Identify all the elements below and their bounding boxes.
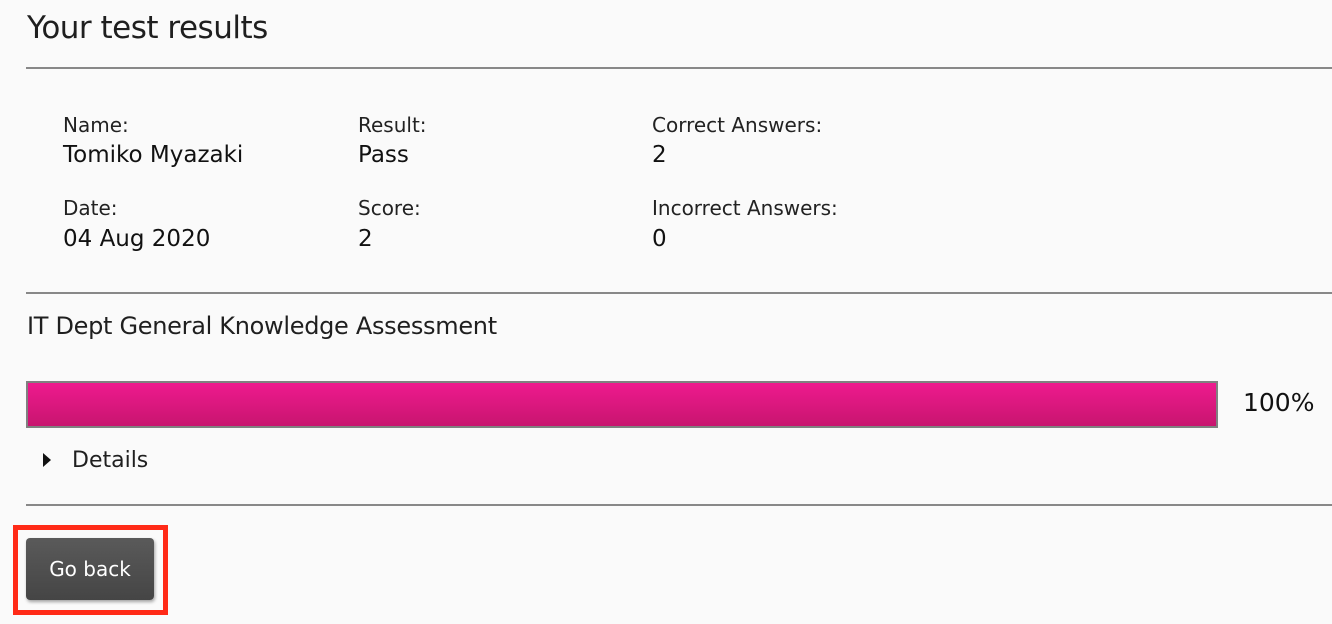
go-back-button[interactable]: Go back: [26, 538, 154, 600]
name-value: Tomiko Myazaki: [63, 142, 244, 168]
incorrect-answers-label: Incorrect Answers:: [652, 196, 838, 220]
result-label: Result:: [358, 113, 427, 137]
assessment-title: IT Dept General Knowledge Assessment: [27, 312, 497, 340]
correct-answers-value: 2: [652, 142, 667, 168]
page-title: Your test results: [27, 10, 268, 46]
progress-percent: 100%: [1243, 388, 1315, 417]
date-label: Date:: [63, 196, 118, 220]
highlight-box: [13, 525, 168, 615]
divider: [26, 292, 1332, 294]
result-value: Pass: [358, 142, 409, 168]
score-value: 2: [358, 226, 373, 252]
score-label: Score:: [358, 196, 421, 220]
divider: [26, 504, 1332, 506]
progress-track: [26, 381, 1218, 428]
incorrect-answers-value: 0: [652, 226, 667, 252]
details-toggle[interactable]: Details: [72, 448, 149, 473]
name-label: Name:: [63, 113, 129, 137]
progress-bar-fill: [26, 381, 1218, 428]
divider: [26, 67, 1332, 69]
date-value: 04 Aug 2020: [63, 226, 211, 252]
correct-answers-label: Correct Answers:: [652, 113, 823, 137]
disclosure-triangle-icon[interactable]: [43, 453, 51, 467]
